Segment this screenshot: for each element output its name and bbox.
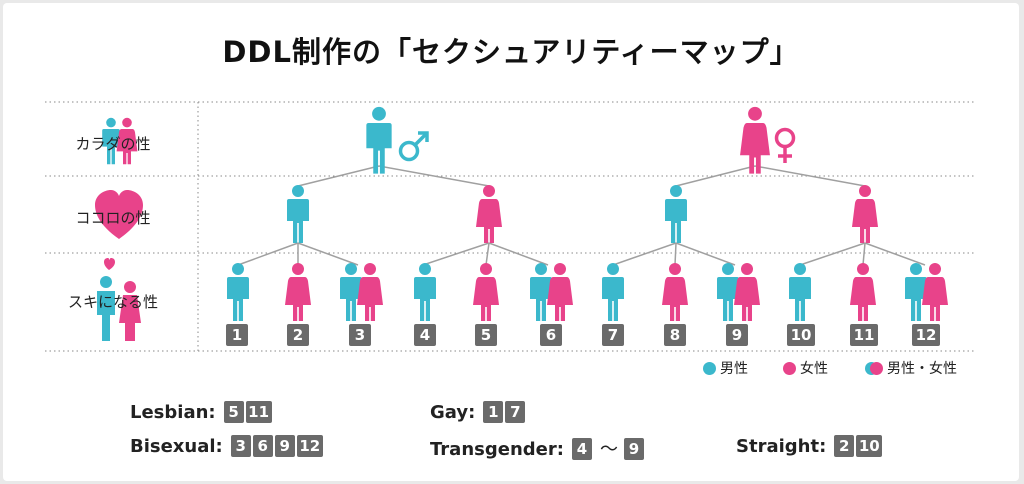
summary-transgender: Transgender: 4 〜 9 xyxy=(430,435,646,461)
row-label-mind: ココロの性 xyxy=(75,209,151,227)
summary-lesbian: Lesbian: 5 11 xyxy=(130,401,274,423)
mind-male-figure-b xyxy=(665,185,687,243)
mind-male-figure-a xyxy=(287,185,309,243)
love-figure-7 xyxy=(602,263,624,321)
female-dot-icon xyxy=(783,362,796,375)
legend-male: 男性 xyxy=(703,358,748,378)
heart-icon xyxy=(95,190,143,239)
straight-chip: 10 xyxy=(856,435,883,457)
number-badge-12: 12 xyxy=(912,324,940,346)
legend-male-label: 男性 xyxy=(720,361,748,377)
number-badge-1: 1 xyxy=(226,324,248,346)
legend-female: 女性 xyxy=(783,358,828,378)
mind-female-figure-a xyxy=(476,185,502,243)
number-badge-9: 9 xyxy=(726,324,748,346)
love-figure-3 xyxy=(340,263,383,321)
gay-chip: 1 xyxy=(483,401,504,423)
love-figure-11 xyxy=(850,263,876,321)
number-badge-2: 2 xyxy=(287,324,309,346)
love-figure-9 xyxy=(717,263,760,321)
couple-icon xyxy=(97,258,141,341)
transgender-chip: 9 xyxy=(623,438,644,460)
straight-label: Straight: xyxy=(736,436,827,457)
male-symbol-icon xyxy=(398,131,429,162)
female-dot-icon xyxy=(870,362,883,375)
row-label-love: スキになる性 xyxy=(67,293,158,311)
number-badge-4: 4 xyxy=(414,324,436,346)
number-badge-6: 6 xyxy=(540,324,562,346)
transgender-chip: 4 xyxy=(571,438,592,460)
tree-connectors xyxy=(237,165,926,266)
love-figure-2 xyxy=(285,263,311,321)
number-badge-11: 11 xyxy=(850,324,878,346)
bisexual-chip: 6 xyxy=(252,435,273,457)
card: DDL制作の「セクシュアリティーマップ」 xyxy=(3,3,1019,481)
love-figure-4 xyxy=(414,263,436,321)
male-dot-icon xyxy=(703,362,716,375)
gay-chip: 7 xyxy=(505,401,526,423)
female-symbol-icon xyxy=(774,127,796,163)
legend-both-label: 男性・女性 xyxy=(887,361,957,377)
body-male-figure xyxy=(366,106,392,174)
grid-lines xyxy=(45,101,975,352)
number-badge-7: 7 xyxy=(602,324,624,346)
love-figure-5 xyxy=(473,263,499,321)
legend-female-label: 女性 xyxy=(800,361,828,377)
body-female-figure xyxy=(740,106,770,174)
summary-straight: Straight: 2 10 xyxy=(736,435,884,457)
tilde: 〜 xyxy=(599,439,618,460)
bisexual-label: Bisexual: xyxy=(130,436,223,457)
bisexual-chip: 12 xyxy=(296,435,323,457)
love-figure-12 xyxy=(905,263,948,321)
bisexual-chip: 3 xyxy=(230,435,251,457)
straight-chip: 2 xyxy=(834,435,855,457)
love-figure-10 xyxy=(789,263,811,321)
transgender-label: Transgender: xyxy=(430,439,564,460)
bisexual-chip: 9 xyxy=(274,435,295,457)
sexuality-map-diagram xyxy=(45,101,975,352)
number-badge-3: 3 xyxy=(349,324,371,346)
gay-label: Gay: xyxy=(430,402,476,423)
row-label-body: カラダの性 xyxy=(75,135,151,153)
love-figure-6 xyxy=(530,263,573,321)
number-badge-5: 5 xyxy=(475,324,497,346)
mind-female-figure-b xyxy=(852,185,878,243)
legend-both: 男性・女性 xyxy=(865,358,957,378)
love-figure-8 xyxy=(662,263,688,321)
lesbian-label: Lesbian: xyxy=(130,402,216,423)
summary-bisexual: Bisexual: 3 6 9 12 xyxy=(130,435,325,457)
summary-gay: Gay: 1 7 xyxy=(430,401,527,423)
lesbian-chip: 11 xyxy=(245,401,272,423)
number-badge-10: 10 xyxy=(787,324,815,346)
lesbian-chip: 5 xyxy=(223,401,244,423)
love-figure-1 xyxy=(227,263,249,321)
number-badge-8: 8 xyxy=(664,324,686,346)
page-title: DDL制作の「セクシュアリティーマップ」 xyxy=(222,35,800,69)
